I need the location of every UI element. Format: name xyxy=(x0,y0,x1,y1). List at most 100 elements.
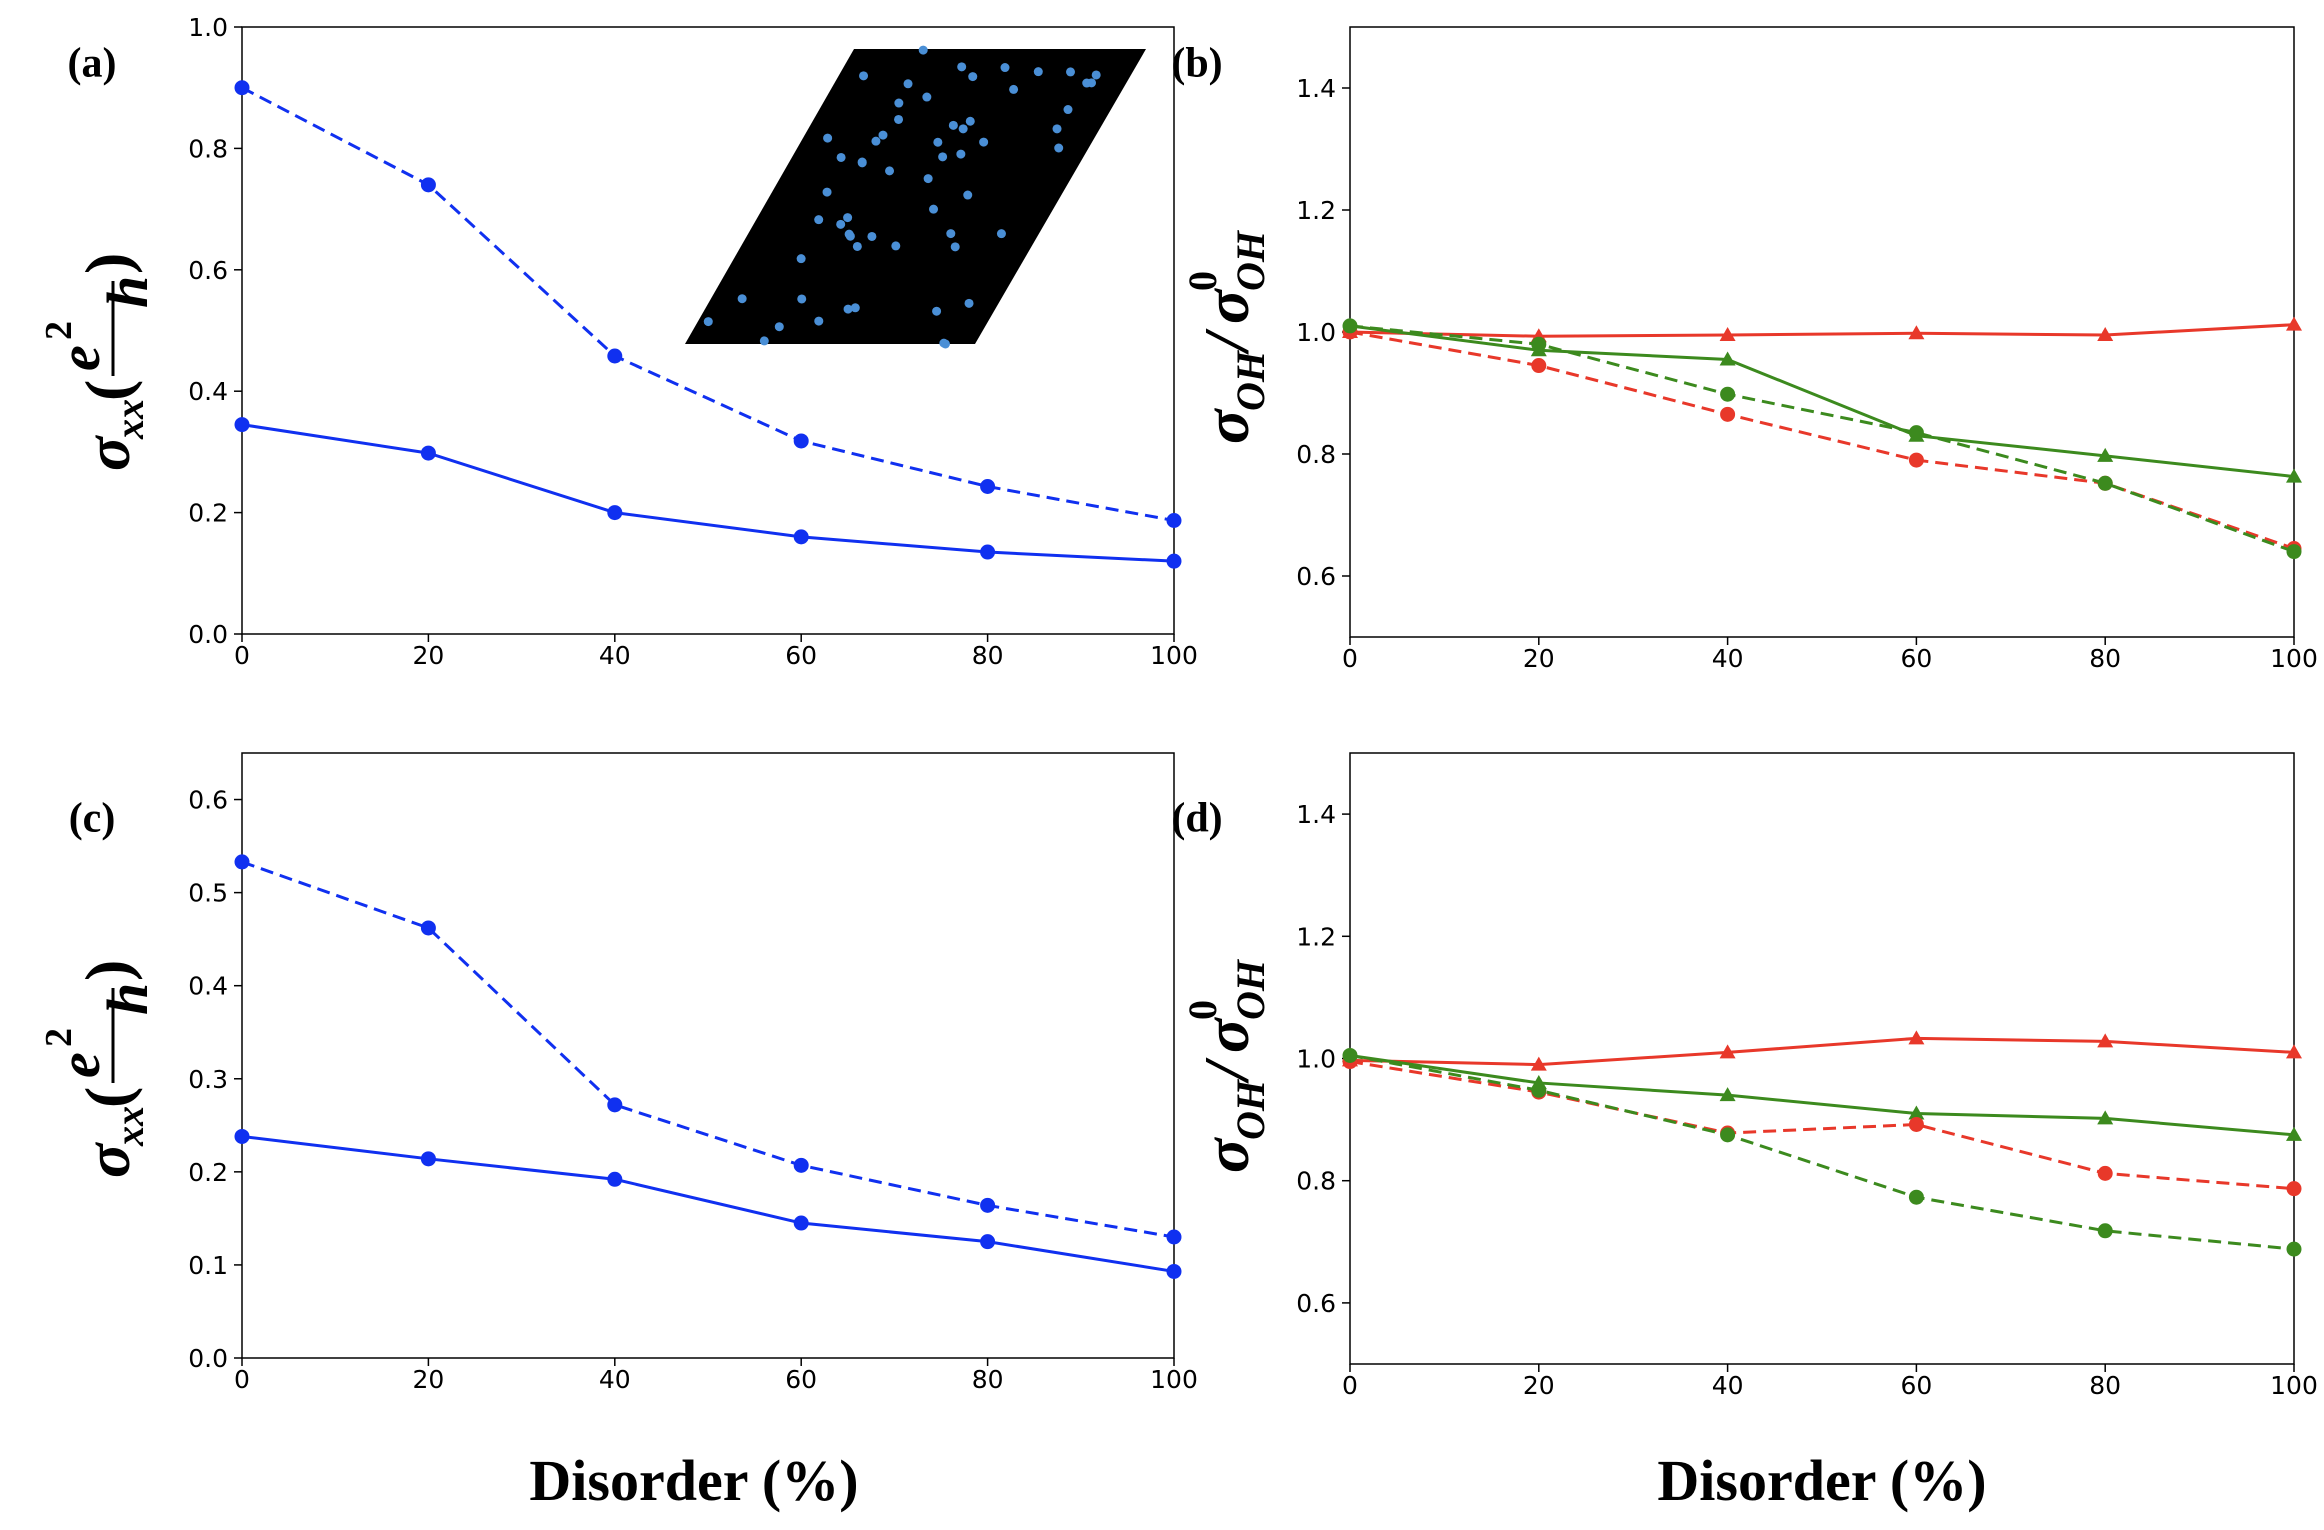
series-line xyxy=(1349,323,2295,338)
inset-dot xyxy=(843,213,853,223)
marker xyxy=(1908,1189,1924,1205)
marker xyxy=(234,80,250,96)
inset-dot xyxy=(737,294,747,304)
inset-dot xyxy=(823,133,833,143)
inset-dot xyxy=(946,229,956,239)
inset-dot xyxy=(759,336,769,346)
x-tick-label: 20 xyxy=(412,641,444,670)
y-tick-label: 0.6 xyxy=(1296,562,1336,591)
marker xyxy=(234,854,250,870)
inset-dot xyxy=(957,62,967,72)
inset-dot xyxy=(933,137,943,147)
marker xyxy=(980,1234,996,1250)
y-axis-label-part: σ xyxy=(72,1142,143,1178)
x-tick-label: 20 xyxy=(412,1365,444,1394)
y-tick-label: 1.2 xyxy=(1296,922,1336,951)
y-axis-label-part: σ xyxy=(1191,1137,1262,1173)
inset-dot xyxy=(894,114,904,124)
y-axis-label-part: σ xyxy=(1191,408,1262,444)
marker xyxy=(1166,553,1182,569)
y-axis-label-part: OH xyxy=(1228,1078,1273,1140)
y-tick-label: 1.0 xyxy=(1296,318,1336,347)
y-tick-label: 0.4 xyxy=(188,972,228,1001)
inset-dot xyxy=(859,71,869,81)
marker xyxy=(1720,406,1736,422)
inset-dot xyxy=(703,317,713,327)
x-tick-label: 100 xyxy=(1150,1365,1198,1394)
y-axis-label-part: e xyxy=(47,345,112,371)
series-line xyxy=(241,423,1175,563)
marker xyxy=(234,417,250,433)
x-tick-label: 80 xyxy=(972,641,1004,670)
marker xyxy=(2097,327,2114,342)
inset-dot xyxy=(965,116,975,126)
series-line xyxy=(241,860,1175,1239)
marker xyxy=(2097,1223,2113,1239)
marker xyxy=(1342,318,1358,334)
inset-dot xyxy=(814,215,824,225)
y-axis-label-part: OH xyxy=(1228,349,1273,411)
inset-dot xyxy=(857,157,867,167)
y-axis-label-part: σ xyxy=(72,435,143,471)
panel: (c) σxx(e 2h) 0 20 40 60 80 100 0.0 0.1 0.2 0.3 0.4 0.… xyxy=(38,752,1198,1394)
y-tick-label: 1.2 xyxy=(1296,196,1336,225)
inset-dot xyxy=(968,72,978,82)
marker xyxy=(1530,1056,1547,1071)
inset-dot xyxy=(903,79,913,89)
inset-dot xyxy=(774,322,784,332)
marker xyxy=(2286,1126,2302,1141)
marker xyxy=(2097,1110,2114,1125)
series-line xyxy=(1349,324,2295,554)
marker xyxy=(1166,1263,1182,1279)
y-tick-label: 1.0 xyxy=(188,13,228,42)
inset-dot xyxy=(950,242,960,252)
inset-dot xyxy=(1054,143,1064,153)
inset-dot xyxy=(948,120,958,130)
inset-dot xyxy=(923,174,933,184)
y-tick-label: 1.0 xyxy=(1296,1045,1336,1074)
marker xyxy=(1719,1044,1736,1059)
y-axis-label-part: 0 xyxy=(1180,271,1225,291)
x-tick-label: 100 xyxy=(2270,644,2318,673)
marker xyxy=(1720,386,1736,402)
series-line xyxy=(241,1134,1175,1273)
series-line xyxy=(1349,1053,2295,1251)
inset-dot xyxy=(797,294,807,304)
y-axis-label: σxx(e 2h) xyxy=(38,253,160,471)
x-axis-label: Disorder (%) xyxy=(529,1448,858,1513)
inset-dot xyxy=(958,124,968,134)
y-tick-label: 0.4 xyxy=(188,377,228,406)
y-axis-label-part: σ xyxy=(1191,288,1262,324)
y-axis-label-part: xx xyxy=(107,399,152,440)
inset-dot xyxy=(878,130,888,140)
inset-dot xyxy=(979,137,989,147)
series-line xyxy=(1349,1036,2295,1067)
series-line xyxy=(1349,324,2295,479)
inset-dot xyxy=(918,45,928,55)
inset-dot xyxy=(1000,63,1010,73)
marker xyxy=(2097,1033,2114,1048)
inset-dot xyxy=(885,166,895,176)
inset-dot xyxy=(871,136,881,146)
inset-dot xyxy=(1091,70,1101,80)
marker xyxy=(2286,1241,2302,1257)
marker xyxy=(793,529,809,545)
inset-dot xyxy=(850,303,860,313)
inset-dot xyxy=(836,152,846,162)
y-axis-label-part: h xyxy=(95,983,160,1015)
marker xyxy=(1719,327,1736,342)
marker xyxy=(793,433,809,449)
y-tick-label: 1.4 xyxy=(1296,800,1336,829)
y-tick-label: 0.1 xyxy=(188,1251,228,1280)
marker xyxy=(607,505,623,521)
inset-dot xyxy=(964,298,974,308)
panel-label: (d) xyxy=(1171,796,1222,842)
x-tick-label: 0 xyxy=(1342,644,1358,673)
marker xyxy=(1908,1105,1925,1120)
inset-dot xyxy=(891,241,901,251)
inset-dot xyxy=(814,316,824,326)
inset-dot xyxy=(929,204,939,214)
